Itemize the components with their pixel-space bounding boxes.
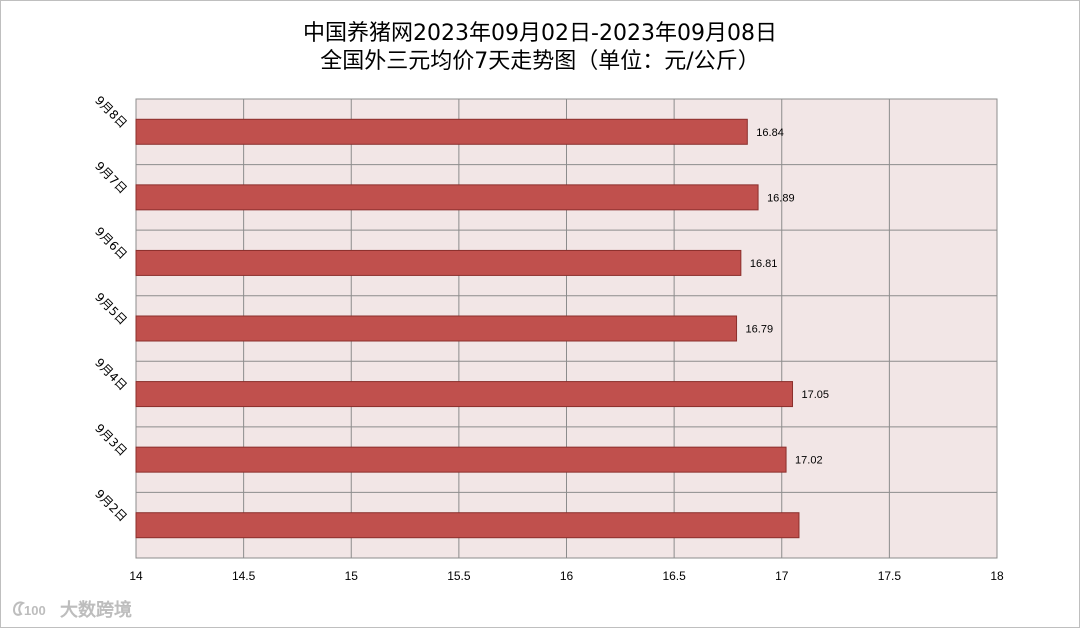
x-tick-label: 14 <box>129 569 143 583</box>
bar <box>135 446 787 473</box>
data-label: 16.89 <box>767 192 795 204</box>
y-category-label: 9月2日 <box>92 487 130 525</box>
x-tick-label: 16 <box>560 569 574 583</box>
watermark: 100 大数跨境 <box>10 596 132 622</box>
y-category-label: 9月6日 <box>92 224 130 262</box>
chart-title: 中国养猪网2023年09月02日-2023年09月08日 <box>303 21 777 46</box>
data-label: 16.84 <box>756 127 784 139</box>
x-tick-label: 15.5 <box>447 569 471 583</box>
data-label: 17.05 <box>802 389 830 401</box>
y-category-label: 9月7日 <box>92 159 130 197</box>
bar <box>135 512 800 539</box>
x-tick-label: 15 <box>345 569 359 583</box>
y-category-label: 9月3日 <box>92 421 130 459</box>
bar <box>135 381 794 408</box>
bar <box>135 184 759 211</box>
y-category-label: 9月4日 <box>92 356 130 394</box>
svg-text:100: 100 <box>24 603 46 618</box>
x-tick-label: 16.5 <box>662 569 686 583</box>
bar <box>135 249 742 276</box>
logo-icon: 100 <box>12 601 46 618</box>
x-tick-label: 18 <box>990 569 1004 583</box>
x-tick-label: 17.5 <box>878 569 902 583</box>
data-label: 17.02 <box>795 455 823 467</box>
bar <box>135 118 748 145</box>
x-tick-label: 14.5 <box>232 569 256 583</box>
y-category-label: 9月8日 <box>92 93 130 131</box>
data-label: 16.81 <box>750 258 778 270</box>
data-label: 16.79 <box>746 324 774 336</box>
chart-subtitle: 全国外三元均价7天走势图（单位：元/公斤） <box>320 49 760 74</box>
y-category-label: 9月5日 <box>92 290 130 328</box>
bar <box>135 315 738 342</box>
x-tick-label: 17 <box>775 569 789 583</box>
watermark-text: 大数跨境 <box>60 600 132 621</box>
